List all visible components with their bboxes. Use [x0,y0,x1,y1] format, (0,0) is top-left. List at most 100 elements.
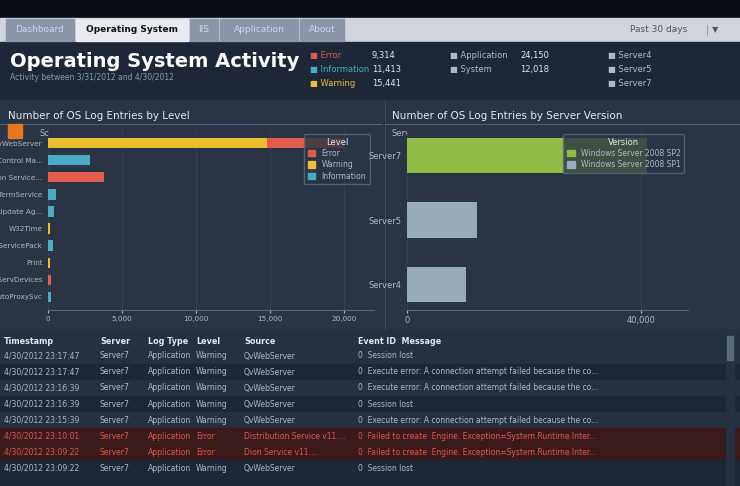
Text: Server7: Server7 [100,448,130,456]
Text: Server7: Server7 [100,464,130,472]
Bar [0,0,740,18]
Text: Operating System Activity: Operating System Activity [10,52,300,71]
Text: QvWebServer: QvWebServer [244,383,296,393]
Text: Application: Application [148,367,191,377]
Text: Log Type: Log Type [148,337,188,347]
Text: Server: Server [100,337,130,347]
Text: QvWebServer: QvWebServer [244,416,296,424]
Bar [407,202,477,238]
Text: IIS: IIS [198,25,209,35]
Text: 4/30/2012 23:17:47: 4/30/2012 23:17:47 [4,351,79,361]
Text: Application: Application [148,448,191,456]
Bar [8,124,22,138]
Text: Past 30 days: Past 30 days [630,25,687,35]
Text: Operating System: Operating System [86,25,178,35]
Text: 4/30/2012 23:16:39: 4/30/2012 23:16:39 [4,383,79,393]
Text: 4/30/2012 23:10:01: 4/30/2012 23:10:01 [4,432,79,440]
Text: QvWebServer: QvWebServer [244,351,296,361]
Bar [48,258,50,268]
Text: Timestamp: Timestamp [4,337,54,347]
Bar [0,428,740,444]
Text: 0  Session lost: 0 Session lost [358,351,413,361]
Text: Source: Source [40,129,69,139]
Text: Application: Application [148,464,191,472]
Text: ■ Application: ■ Application [450,52,508,60]
Legend: Error, Warning, Information: Error, Warning, Information [304,134,370,184]
Bar [0,380,740,396]
Text: Dion Service v11....: Dion Service v11.... [244,448,318,456]
Bar [0,330,740,348]
Text: 4/30/2012 23:09:22: 4/30/2012 23:09:22 [4,448,79,456]
Text: Error: Error [196,432,215,440]
Text: Error: Error [196,448,215,456]
Text: ■ Server5: ■ Server5 [608,66,651,74]
Text: ■ Information: ■ Information [310,66,369,74]
Text: Number of OS Log Entries by Server Version: Number of OS Log Entries by Server Versi… [392,111,622,121]
Bar [0,412,740,428]
Bar [0,42,740,100]
Bar [190,19,218,41]
Text: Server7: Server7 [100,432,130,440]
Bar [48,155,90,165]
Text: Warning: Warning [196,351,228,361]
Text: ■ Error: ■ Error [310,52,341,60]
Text: Application: Application [234,25,284,35]
Text: About: About [309,25,335,35]
Text: Level: Level [196,337,220,347]
Text: Distribution Service v11....: Distribution Service v11.... [244,432,346,440]
Text: Application: Application [148,399,191,409]
Text: 0  Failed to create  Engine. Exception=System.Runtime.Inter...: 0 Failed to create Engine. Exception=Sys… [358,448,596,456]
Text: Server: Server [392,129,420,139]
Text: ▼: ▼ [712,25,719,35]
Text: Source: Source [244,337,275,347]
Text: 11,413: 11,413 [372,66,401,74]
Bar [0,460,740,476]
Text: 4/30/2012 23:16:39: 4/30/2012 23:16:39 [4,399,79,409]
Bar [0,348,740,364]
Text: Application: Application [148,383,191,393]
Text: 0  Session lost: 0 Session lost [358,399,413,409]
Text: 15,441: 15,441 [372,80,401,88]
Text: Dashboard: Dashboard [16,25,64,35]
Text: ■ Server7: ■ Server7 [608,80,652,88]
Bar [727,336,733,360]
Text: |: | [706,25,709,35]
Text: 0  Failed to create  Engine. Exception=System.Runtime.Inter...: 0 Failed to create Engine. Exception=Sys… [358,432,596,440]
Bar [48,292,51,302]
Bar [407,266,465,302]
Bar [48,138,267,148]
Bar [300,19,344,41]
Text: Server7: Server7 [100,416,130,424]
Text: 9,314: 9,314 [372,52,396,60]
Text: Server7: Server7 [100,351,130,361]
Text: Application: Application [148,351,191,361]
Bar [407,138,648,174]
Text: Server7: Server7 [100,399,130,409]
Bar [48,172,104,183]
Text: 0  Execute error: A connection attempt failed because the co...: 0 Execute error: A connection attempt fa… [358,416,598,424]
Text: 0  Execute error: A connection attempt failed because the co...: 0 Execute error: A connection attempt fa… [358,383,598,393]
Bar [220,19,298,41]
Text: ■ Warning: ■ Warning [310,80,355,88]
Text: Warning: Warning [196,416,228,424]
Text: Warning: Warning [196,399,228,409]
Bar [48,190,56,200]
Bar [0,364,740,380]
Text: 4/30/2012 23:17:47: 4/30/2012 23:17:47 [4,367,79,377]
Text: 4/30/2012 23:15:39: 4/30/2012 23:15:39 [4,416,79,424]
Bar [48,275,51,285]
Text: 0  Execute error: A connection attempt failed because the co...: 0 Execute error: A connection attempt fa… [358,367,598,377]
Bar [48,207,54,217]
Text: QvWebServer: QvWebServer [244,399,296,409]
Text: ■ System: ■ System [450,66,492,74]
Text: Activity between 3/31/2012 and 4/30/2012: Activity between 3/31/2012 and 4/30/2012 [10,73,174,83]
Bar [0,18,740,42]
Bar [48,224,50,234]
Bar [726,330,734,486]
Bar [0,100,740,330]
Text: 24,150: 24,150 [520,52,549,60]
Text: ■ Server4: ■ Server4 [608,52,651,60]
Bar [267,138,344,148]
Text: 12,018: 12,018 [520,66,549,74]
Bar [0,444,740,460]
